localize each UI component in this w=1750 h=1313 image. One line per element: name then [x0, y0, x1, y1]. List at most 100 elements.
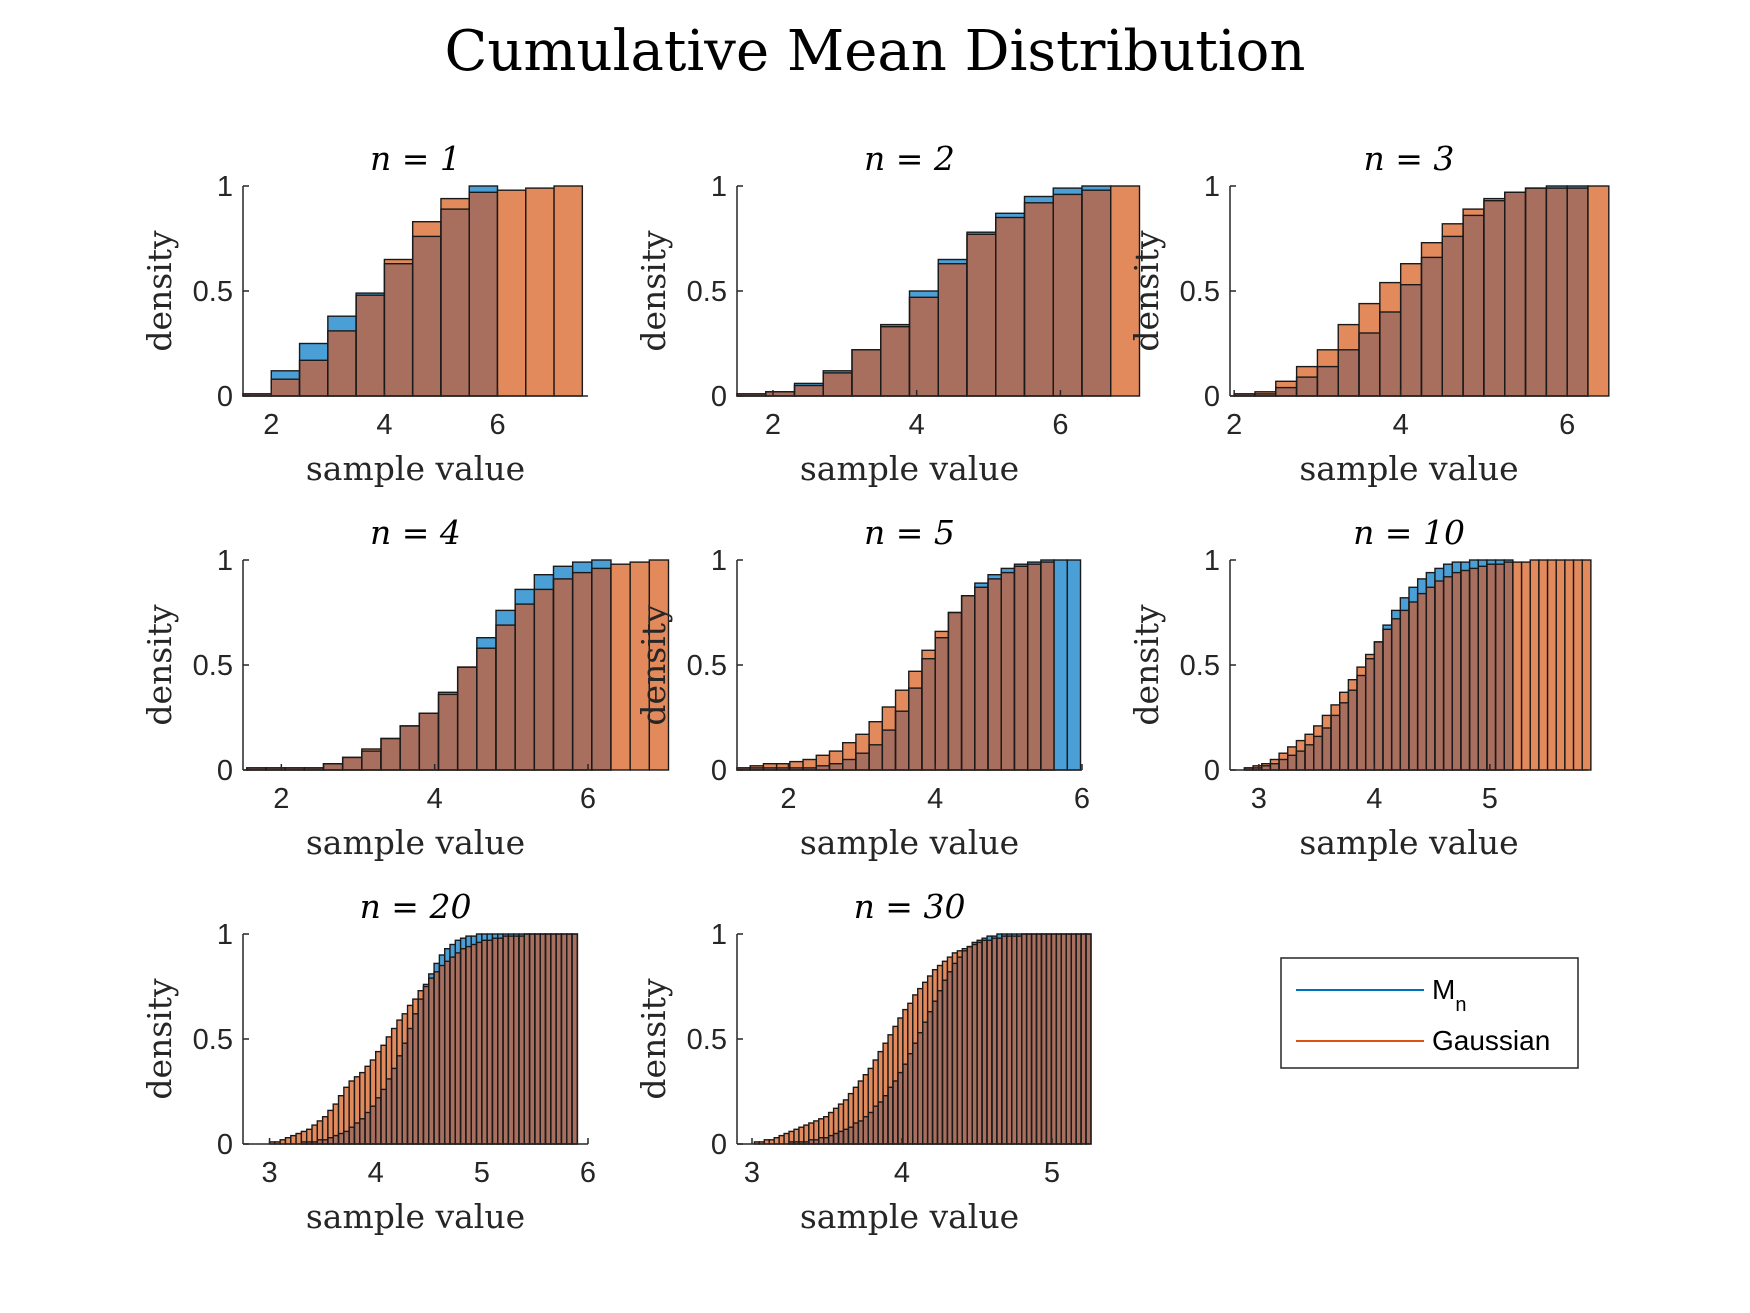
bar-overlap: [365, 1112, 371, 1144]
x-axis-label: sample value: [306, 1197, 525, 1236]
bar-overlap: [471, 944, 477, 1144]
bar-gaussian: [412, 221, 441, 237]
bar-gaussian: [776, 763, 790, 768]
bar-overlap: [888, 1087, 893, 1144]
bar-overlap: [301, 1141, 307, 1144]
bar-gaussian: [921, 650, 936, 659]
bar-overlap: [381, 738, 401, 770]
bar-overlap: [1254, 393, 1276, 396]
bar-gaussian: [1512, 562, 1522, 770]
y-tick-label: 0: [217, 381, 233, 413]
subplot-4: 0 0.5 1 2 4 6 n = 4 sample value density: [140, 513, 670, 862]
bar-overlap: [1041, 934, 1047, 1144]
bar-overlap: [938, 263, 967, 396]
bar-overlap: [338, 1133, 344, 1144]
bar-overlap: [1046, 934, 1052, 1144]
bar-overlap: [304, 767, 324, 770]
bar-overlap: [833, 1133, 839, 1144]
y-tick-label: 0: [711, 755, 727, 787]
bar-gaussian: [779, 1135, 785, 1144]
bar-gaussian: [1365, 654, 1375, 659]
subplot-1: 0 0.5 1 2 4 6 n = 1 sample value density: [140, 139, 588, 488]
bar-overlap: [1082, 190, 1111, 396]
bar-overlap: [878, 1102, 884, 1144]
subplot-title: n = 5: [864, 513, 955, 552]
bar-overlap: [400, 725, 420, 770]
bar-mn: [996, 934, 1002, 939]
bar-overlap: [935, 637, 949, 770]
x-tick-label: 4: [1366, 783, 1382, 815]
y-tick-label: 0.5: [687, 650, 727, 682]
bar-overlap: [243, 393, 272, 396]
bar-mn: [534, 574, 554, 590]
x-axis-label: sample value: [800, 823, 1019, 862]
bar-gaussian: [1359, 303, 1380, 333]
bar-gaussian: [386, 1036, 392, 1079]
bar-gaussian: [1313, 725, 1323, 737]
bar-gaussian: [407, 1005, 413, 1029]
subplot-8: 0 0.5 1 3 4 5 n = 30 sample value density: [634, 887, 1092, 1236]
bar-gaussian: [1338, 324, 1360, 350]
bar-overlap: [361, 751, 381, 770]
y-tick-label: 0.5: [1180, 650, 1220, 682]
bar-gaussian: [525, 188, 555, 396]
bar-overlap: [323, 763, 343, 770]
bar-mn: [497, 934, 504, 939]
bar-overlap: [961, 595, 975, 770]
y-axis-label: density: [634, 604, 673, 726]
bar-overlap: [996, 938, 1002, 1144]
bar-mn: [982, 938, 988, 941]
bar-mn: [469, 186, 498, 193]
bar-mn: [1460, 562, 1470, 571]
bar-gaussian: [828, 1112, 834, 1136]
bar-mn: [1400, 597, 1409, 611]
y-axis-label: density: [634, 978, 673, 1100]
bar-overlap: [572, 572, 592, 770]
bar-overlap: [333, 1135, 339, 1144]
bar-overlap: [909, 297, 939, 396]
bar-overlap: [798, 1141, 804, 1144]
bar-mn: [1027, 562, 1041, 565]
bar-gaussian: [343, 1087, 350, 1132]
x-tick-label: 2: [780, 783, 796, 815]
bar-gaussian: [285, 1137, 291, 1144]
bar-mn: [1006, 934, 1012, 937]
bar-mn: [1504, 560, 1513, 563]
bar-overlap: [545, 934, 551, 1144]
bar-overlap: [1383, 629, 1392, 770]
bar-mn: [444, 948, 450, 962]
bar-gaussian: [1421, 242, 1443, 258]
bar-gaussian: [423, 984, 429, 987]
bar-gaussian: [1110, 186, 1140, 396]
bar-overlap: [386, 1078, 392, 1144]
bar-overlap: [1071, 934, 1077, 1144]
bar-mn: [515, 589, 535, 605]
bar-gaussian: [882, 707, 896, 731]
bar-gaussian: [843, 1099, 849, 1130]
bar-overlap: [937, 990, 943, 1144]
bar-overlap: [556, 934, 562, 1144]
bars: [736, 559, 1082, 771]
y-tick-label: 1: [1204, 171, 1220, 203]
x-tick-label: 2: [765, 409, 781, 441]
bar-gaussian: [829, 751, 843, 764]
bar-gaussian: [312, 1125, 318, 1142]
bar-overlap: [455, 952, 461, 1144]
bar-overlap: [508, 936, 514, 1144]
bar-mn: [503, 934, 509, 937]
x-tick-label: 6: [1559, 409, 1575, 441]
y-tick-label: 1: [217, 171, 233, 203]
bar-overlap: [869, 744, 883, 770]
bar-overlap: [794, 1141, 799, 1144]
bar-gaussian: [296, 1133, 302, 1144]
bar-mn: [476, 637, 496, 649]
bar-overlap: [1296, 751, 1306, 770]
bar-gaussian: [947, 957, 953, 972]
bar-gaussian: [370, 1060, 376, 1107]
bar-overlap: [381, 1089, 387, 1144]
bar-mn: [987, 936, 992, 941]
bar-overlap: [1234, 393, 1255, 396]
x-axis-label: sample value: [1299, 449, 1518, 488]
bar-gaussian: [808, 1123, 814, 1140]
bar-gaussian: [813, 1120, 819, 1140]
